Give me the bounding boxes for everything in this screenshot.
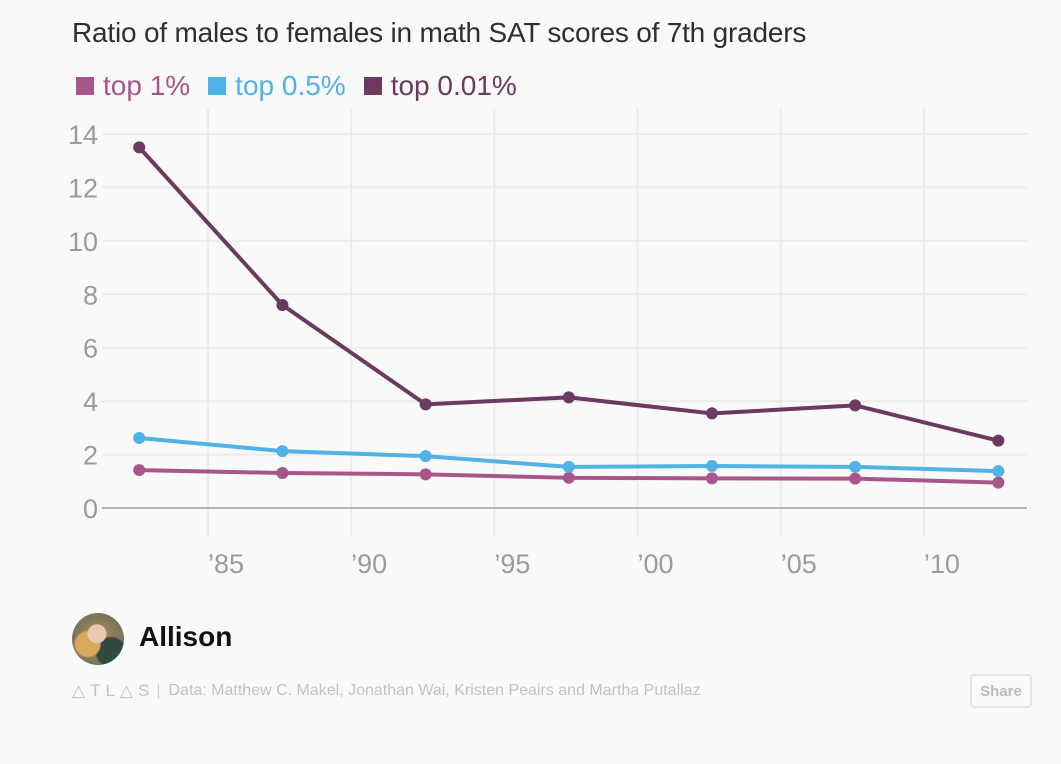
atlas-logo[interactable]: △TL△S [72, 681, 155, 700]
data-point [849, 472, 862, 485]
legend: top 1% top 0.5% top 0.01% [76, 70, 535, 102]
data-point [992, 465, 1005, 478]
share-button[interactable]: Share [970, 674, 1032, 708]
legend-item-top-0-01: top 0.01% [363, 70, 517, 102]
y-tick-label: 0 [83, 494, 98, 524]
y-tick-label: 14 [68, 120, 98, 150]
y-tick-label: 10 [68, 227, 98, 257]
data-point [133, 141, 146, 154]
legend-label-top-1: top 1% [103, 70, 191, 101]
data-point [705, 472, 718, 485]
x-tick-label: ’10 [924, 549, 960, 579]
data-point [562, 471, 575, 484]
x-tick-label: ’95 [494, 549, 530, 579]
data-point [419, 398, 432, 411]
data-point [992, 434, 1005, 447]
data-source: Data: Matthew C. Makel, Jonathan Wai, Kr… [168, 682, 701, 699]
data-point [133, 464, 146, 477]
data-point [419, 450, 432, 463]
line-chart: 0 2 4 6 8 10 12 14 ’85 ’90 ’95 ’00 ’05 ’10 [68, 108, 1027, 579]
x-tick-label: ’85 [208, 549, 244, 579]
y-tick-label: 2 [83, 441, 98, 471]
data-point [276, 445, 289, 458]
y-tick-label: 8 [83, 280, 98, 310]
footer-separator: | [156, 682, 161, 699]
chart-title: Ratio of males to females in math SAT sc… [72, 17, 807, 48]
data-point [849, 460, 862, 473]
author-name: Allison [139, 621, 233, 652]
y-tick-label: 4 [83, 387, 98, 417]
y-tick-label: 12 [68, 173, 98, 203]
y-tick-label: 6 [83, 334, 98, 364]
data-point [419, 468, 432, 481]
x-tick-label: ’05 [781, 549, 817, 579]
data-point [562, 391, 575, 404]
legend-item-top-1: top 1% [76, 70, 190, 102]
data-point [992, 476, 1005, 489]
data-point [276, 298, 289, 311]
data-point [133, 432, 146, 445]
data-point [849, 399, 862, 412]
data-point [705, 460, 718, 473]
data-point [562, 460, 575, 473]
legend-label-top-0-5: top 0.5% [235, 70, 346, 101]
data-point [276, 467, 289, 480]
axes: 0 2 4 6 8 10 12 14 ’85 ’90 ’95 ’00 ’05 ’10 [68, 120, 1027, 579]
x-tick-label: ’90 [351, 549, 387, 579]
author-avatar [72, 613, 124, 665]
x-tick-label: ’00 [638, 549, 674, 579]
series [133, 141, 1005, 489]
legend-swatch-top-1 [76, 77, 94, 95]
legend-swatch-top-0-5 [208, 77, 227, 95]
legend-item-top-0-5: top 0.5% [208, 70, 346, 102]
footer: △TL△S | Data: Matthew C. Makel, Jonathan… [72, 681, 701, 701]
legend-label-top-0-01: top 0.01% [390, 70, 517, 101]
data-point [705, 407, 718, 420]
legend-swatch-top-0-01 [363, 77, 382, 95]
